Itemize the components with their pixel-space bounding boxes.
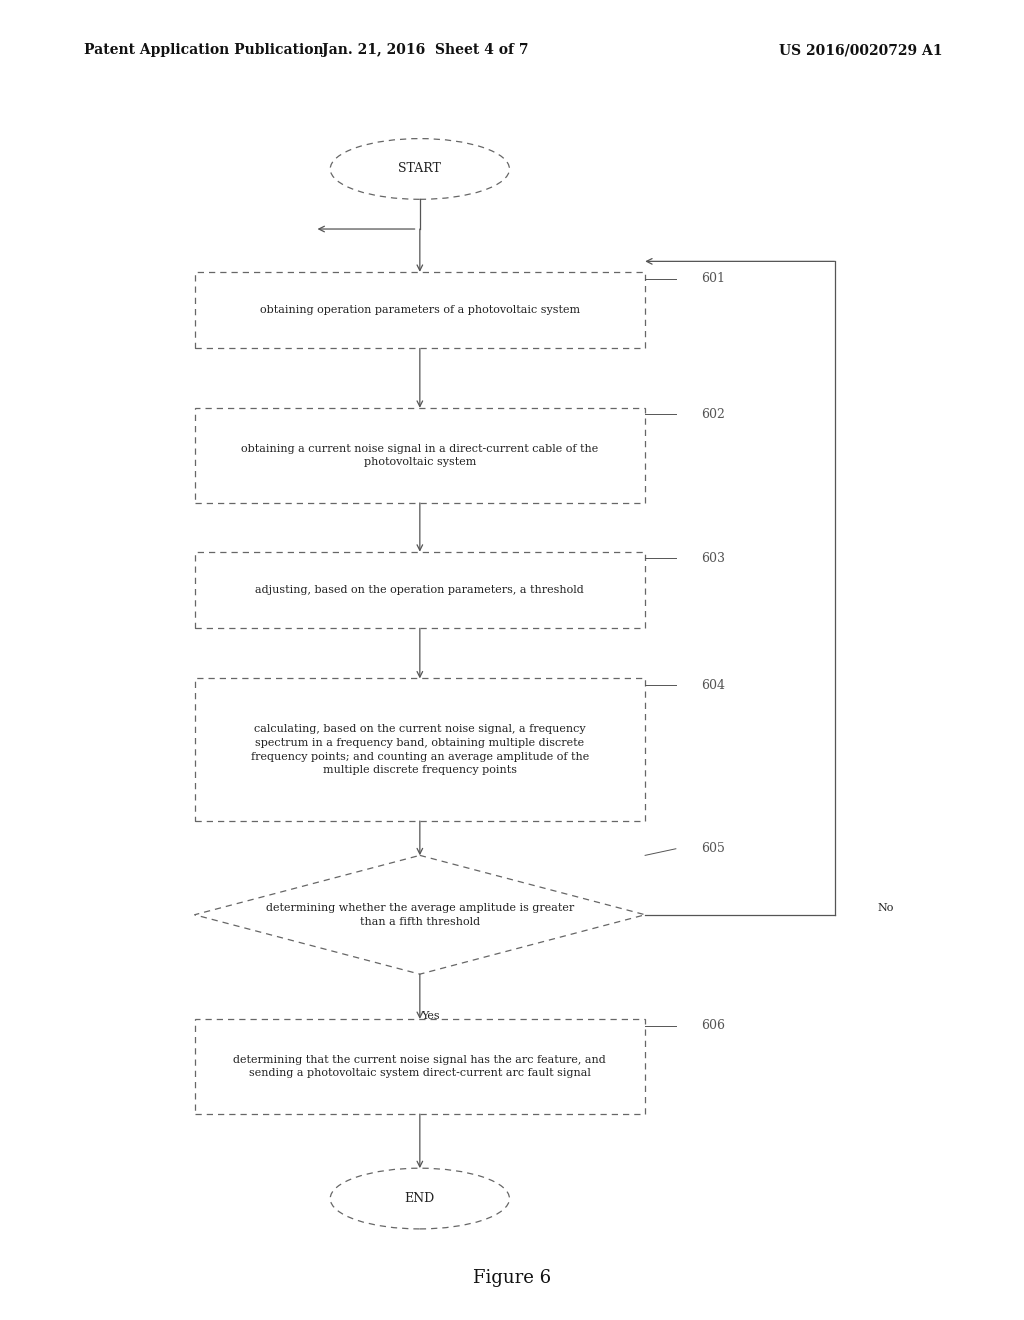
- Text: adjusting, based on the operation parameters, a threshold: adjusting, based on the operation parame…: [255, 585, 585, 595]
- FancyBboxPatch shape: [195, 272, 645, 348]
- Text: 605: 605: [701, 842, 725, 855]
- Text: determining whether the average amplitude is greater
than a fifth threshold: determining whether the average amplitud…: [265, 903, 574, 927]
- FancyBboxPatch shape: [195, 678, 645, 821]
- Text: END: END: [404, 1192, 435, 1205]
- Text: obtaining operation parameters of a photovoltaic system: obtaining operation parameters of a phot…: [260, 305, 580, 315]
- Text: US 2016/0020729 A1: US 2016/0020729 A1: [778, 44, 942, 57]
- Text: Figure 6: Figure 6: [473, 1269, 551, 1287]
- Ellipse shape: [330, 139, 509, 199]
- Ellipse shape: [330, 1168, 509, 1229]
- Text: 602: 602: [701, 408, 725, 421]
- Polygon shape: [195, 855, 645, 974]
- Text: Yes: Yes: [421, 1011, 439, 1022]
- Text: Jan. 21, 2016  Sheet 4 of 7: Jan. 21, 2016 Sheet 4 of 7: [322, 44, 528, 57]
- Text: obtaining a current noise signal in a direct-current cable of the
photovoltaic s: obtaining a current noise signal in a di…: [242, 444, 598, 467]
- FancyBboxPatch shape: [195, 552, 645, 628]
- Text: 603: 603: [701, 552, 725, 565]
- Text: Patent Application Publication: Patent Application Publication: [84, 44, 324, 57]
- Text: calculating, based on the current noise signal, a frequency
spectrum in a freque: calculating, based on the current noise …: [251, 725, 589, 775]
- FancyBboxPatch shape: [195, 1019, 645, 1114]
- Text: No: No: [878, 903, 894, 913]
- Text: 601: 601: [701, 272, 725, 285]
- Text: 606: 606: [701, 1019, 725, 1032]
- FancyBboxPatch shape: [195, 408, 645, 503]
- Text: 604: 604: [701, 678, 725, 692]
- Text: START: START: [398, 162, 441, 176]
- Text: determining that the current noise signal has the arc feature, and
sending a pho: determining that the current noise signa…: [233, 1055, 606, 1078]
